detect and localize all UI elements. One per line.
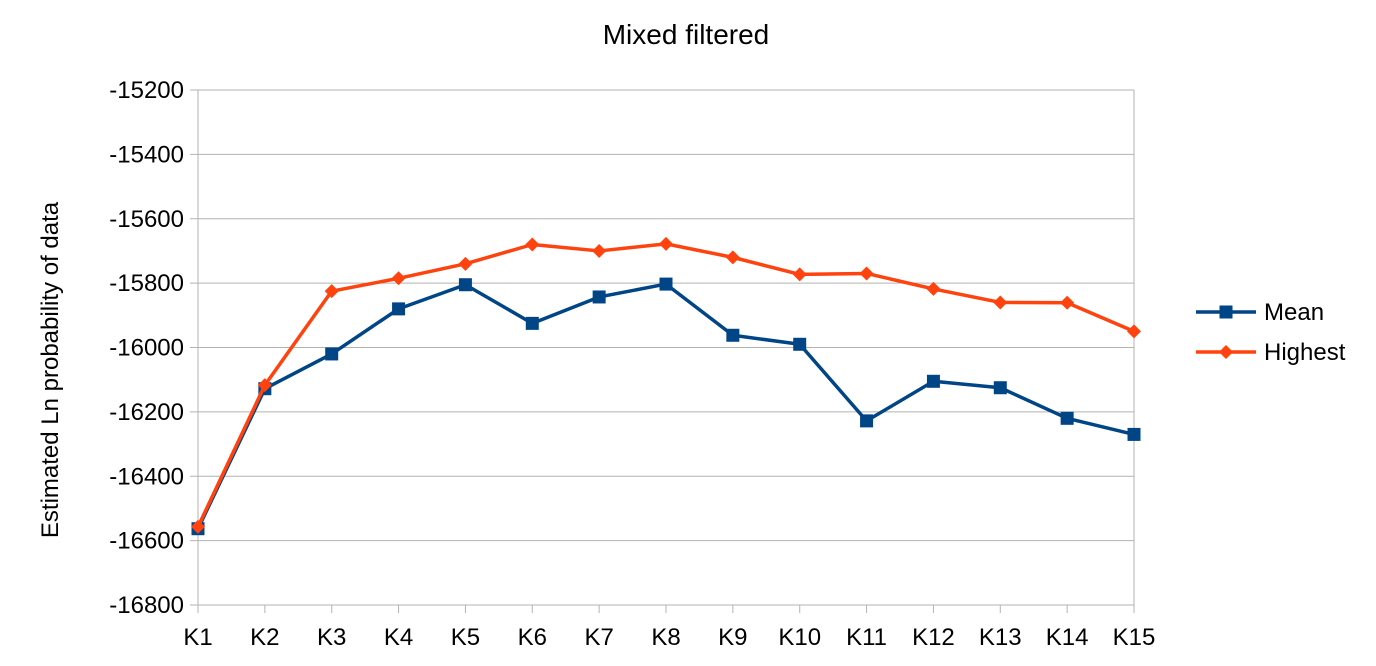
data-point-mean [993,381,1007,395]
data-point-highest [993,295,1008,310]
x-tick-label: K7 [584,624,613,651]
data-point-highest [792,267,807,282]
data-point-mean [392,302,406,316]
x-tick-label: K13 [979,624,1022,651]
data-point-mean [592,290,606,304]
y-axis-ticks: -15200 -15400 -15600 -15800 -16000 -16200 -164… [109,77,198,619]
data-point-mean [659,277,673,291]
data-point-highest [525,237,540,252]
x-tick-label: K1 [183,624,212,651]
data-point-highest [458,256,473,271]
x-tick-label: K6 [518,624,547,651]
data-point-highest [926,281,941,296]
y-axis-label: Estimated Ln probability of data [37,201,64,538]
y-tick-label: -16800 [109,592,184,619]
x-tick-label: K8 [651,624,680,651]
data-point-highest [592,243,607,258]
x-axis-ticks: K1 K2 K3 K4 K5 K6 K7 K8 K9 K10 K11 K12 K13 K14 K15 [183,605,1155,651]
legend-item-mean: Mean [1196,299,1324,326]
data-point-mean [926,374,940,388]
x-tick-label: K12 [912,624,955,651]
data-point-highest [324,284,339,299]
legend: Mean Highest [1196,299,1346,366]
legend-label: Mean [1264,299,1324,326]
y-tick-label: -16000 [109,335,184,362]
y-tick-label: -16600 [109,528,184,555]
data-point-highest [191,519,205,534]
y-tick-label: -15400 [109,141,184,168]
data-point-mean [1060,411,1074,425]
data-point-mean [325,347,339,361]
x-tick-label: K3 [317,624,346,651]
data-point-highest [1060,295,1075,310]
data-point-highest [859,266,874,281]
data-point-highest [257,378,272,393]
data-point-mean [793,337,807,351]
x-tick-label: K4 [384,624,413,651]
series-line-mean [196,282,1135,530]
chart-title: Mixed filtered [603,19,770,50]
data-point-mean [525,316,539,330]
data-point-mean [1127,427,1141,441]
y-tick-label: -15800 [109,270,184,297]
y-tick-label: -16200 [109,399,184,426]
legend-marker [1219,345,1233,359]
y-tick-label: -15600 [109,206,184,233]
x-tick-label: K10 [778,624,821,651]
y-tick-label: -15200 [109,77,184,104]
series-highest [191,236,1141,534]
x-tick-label: K5 [451,624,480,651]
x-tick-label: K2 [250,624,279,651]
legend-label: Highest [1264,339,1346,366]
legend-item-highest: Highest [1196,339,1346,366]
x-tick-label: K9 [718,624,747,651]
x-tick-label: K14 [1046,624,1089,651]
series-layer [191,236,1141,536]
y-tick-label: -16400 [109,463,184,490]
data-point-mean [726,328,740,342]
x-tick-label: K15 [1113,624,1156,651]
data-point-highest [659,236,673,251]
data-point-highest [391,271,406,286]
legend-marker [1219,305,1233,319]
data-point-highest [1127,324,1141,339]
series-mean [191,277,1141,536]
data-point-mean [458,278,472,292]
data-point-highest [725,250,740,265]
x-tick-label: K11 [846,624,887,651]
data-point-mean [860,414,874,428]
